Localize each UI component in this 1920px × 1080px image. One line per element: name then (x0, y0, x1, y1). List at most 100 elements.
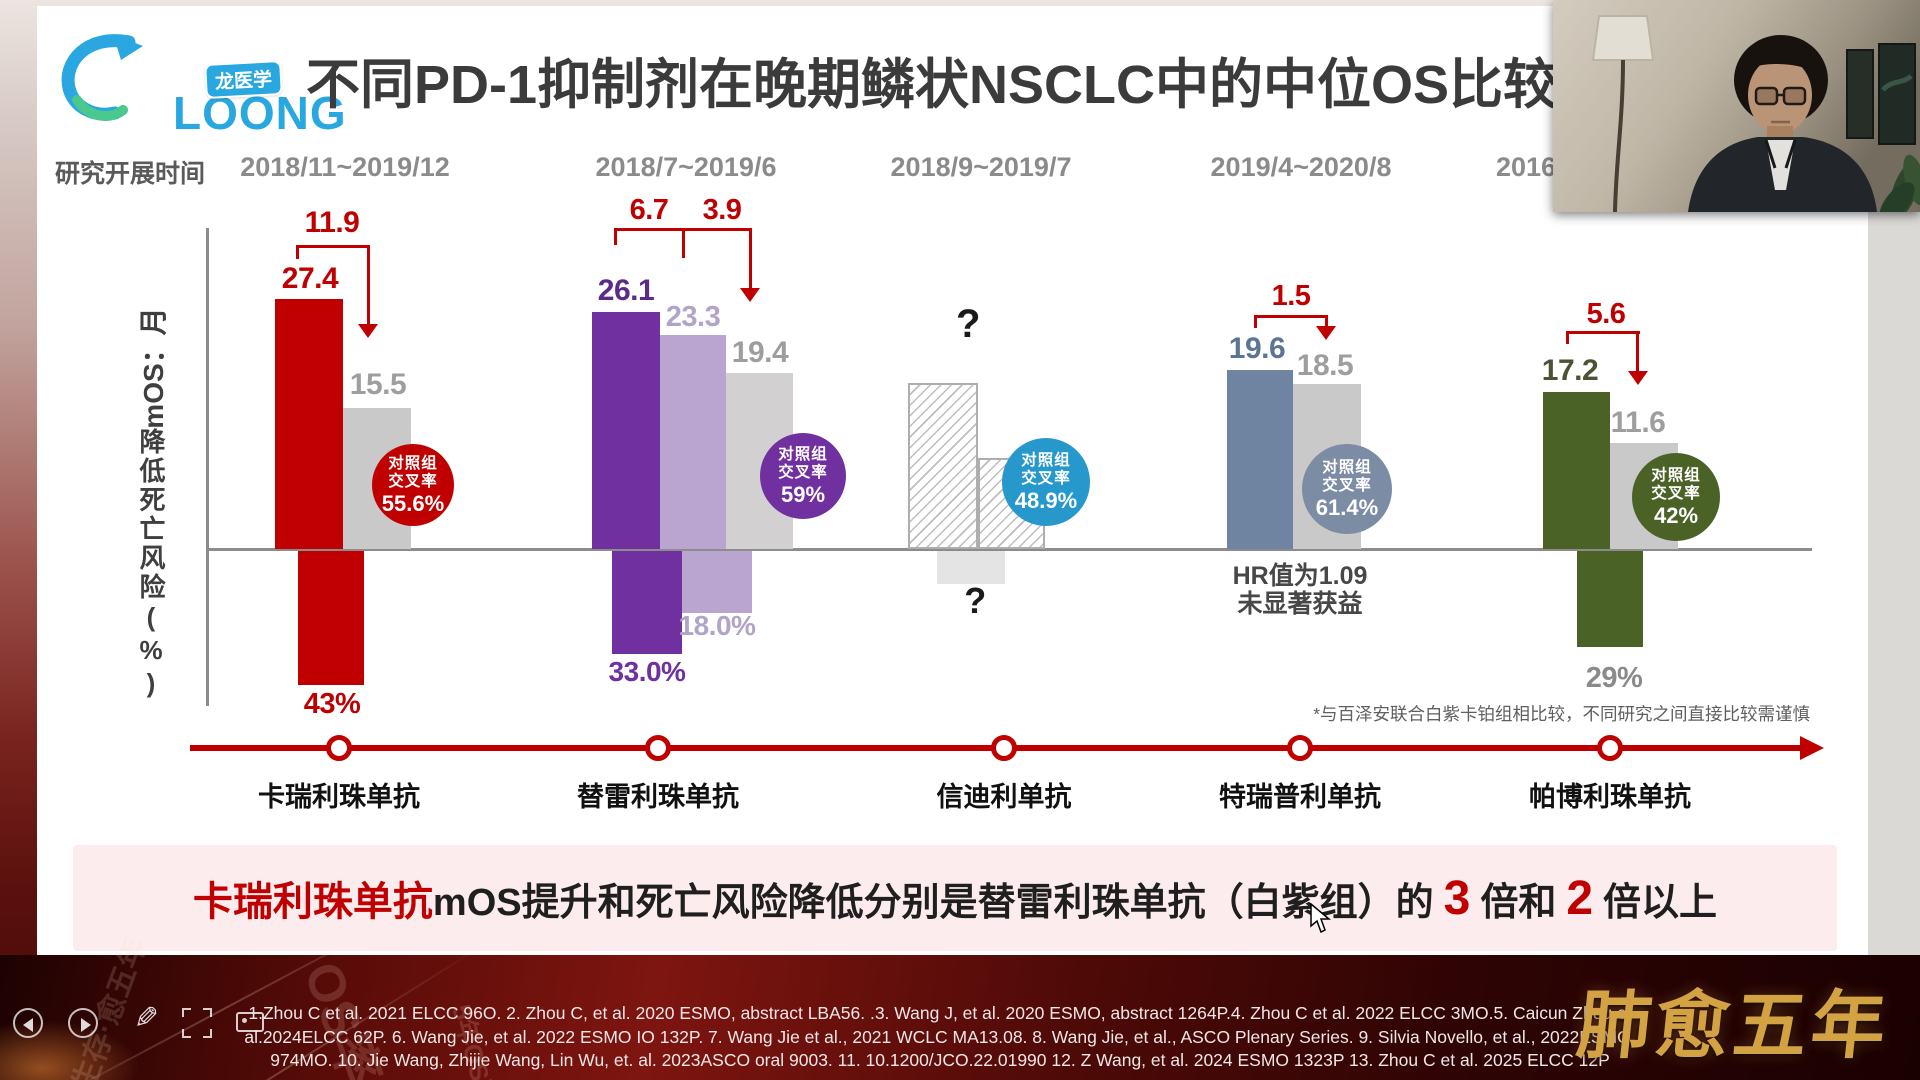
page-title: 不同PD-1抑制剂在晚期鳞状NSCLC中的中位OS比较 (306, 55, 1558, 115)
g2-delta2-label: 3.9 (702, 194, 742, 226)
dragon-icon (61, 34, 143, 121)
person-shirt (1766, 140, 1795, 190)
g4-bracket-tick (1254, 315, 1257, 328)
play-icon (81, 1018, 91, 1032)
drug-label-tislelizumab: 替雷利珠单抗 (577, 782, 739, 812)
g4-control-value: 18.5 (1296, 349, 1354, 382)
g1-control-value: 15.5 (349, 368, 407, 401)
banner-multiplier-1: 3 (1443, 871, 1471, 925)
period-tislelizumab: 2018/7~2019/6 (595, 152, 777, 182)
play-button[interactable] (68, 1008, 98, 1038)
banner-text-3: 倍以上 (1603, 881, 1718, 924)
g2-delta1-label: 6.7 (629, 194, 669, 226)
g2-arrow-stem (749, 228, 752, 290)
g4-crossover-value: 61.4% (1315, 494, 1379, 520)
g4-delta-label: 1.5 (1271, 280, 1311, 312)
gold-calligraphy-watermark: 肺愈五年 (1572, 986, 1894, 1068)
references-block: 1.Zhou C et al. 2021 ELCC 96O. 2. Zhou C… (170, 1002, 1710, 1073)
g4-crossover-circle: 对照组 交叉率 61.4% (1302, 444, 1392, 534)
g2-bracket-tick1 (614, 228, 617, 245)
wall-frame-1 (1846, 49, 1874, 139)
study-period-row-label: 研究开展时间 (55, 160, 206, 188)
g4-arrow-stem (1325, 315, 1328, 327)
g2-treatment-bar (592, 312, 660, 549)
g4-treatment-bar (1227, 370, 1293, 549)
fullscreen-icon-tr (203, 1008, 212, 1017)
skip-back-button[interactable] (13, 1008, 43, 1038)
g5-arrow-stem (1636, 331, 1639, 373)
g5-bracket (1566, 331, 1640, 334)
banner-drug-name: 卡瑞利珠单抗 (192, 880, 433, 924)
g2-crossover-circle: 对照组 交叉率 59% (760, 433, 846, 519)
g5-treatment-value: 17.2 (1541, 354, 1599, 387)
screen-share-icon-dot (242, 1018, 247, 1023)
g5-risk-value: 29% (1585, 662, 1643, 694)
lamp-shade (1591, 15, 1655, 61)
g3-question-bottom: ? (964, 580, 986, 621)
g2-treatment-value: 26.1 (597, 274, 655, 307)
g2-mid-bar (660, 335, 726, 549)
g2-risk-value1: 33.0% (608, 656, 686, 687)
g4-hr-note-line1: HR值为1.09 (1232, 562, 1368, 590)
g5-delta-label: 5.6 (1586, 298, 1626, 330)
y-axis-line (206, 228, 209, 706)
drug-label-toripalimab: 特瑞普利单抗 (1219, 782, 1381, 812)
g5-treatment-bar (1543, 392, 1610, 549)
screen-share-button[interactable] (236, 1012, 264, 1032)
g3-treatment-bar-hatched (908, 383, 978, 549)
g1-bracket (296, 245, 370, 248)
mouse-cursor (1310, 902, 1332, 938)
conclusion-banner: 卡瑞利珠单抗 mOS提升和死亡风险降低分别是替雷利珠单抗（白紫组）的 3 倍和 … (73, 845, 1837, 951)
g2-arrowhead (740, 288, 760, 302)
g4-crossover-line2: 交叉率 (1322, 476, 1372, 494)
g2-risk-bar2 (682, 551, 752, 613)
g1-arrowhead (358, 324, 378, 338)
g5-crossover-line2: 交叉率 (1651, 484, 1701, 502)
fullscreen-icon-br (203, 1029, 212, 1038)
g2-bracket-tick2 (682, 228, 685, 258)
g3-risk-bar (937, 551, 1005, 584)
pen-button[interactable]: ✎ (128, 1004, 161, 1030)
g1-treatment-value: 27.4 (281, 262, 339, 295)
g3-crossover-line1: 对照组 (1021, 451, 1071, 469)
fullscreen-button[interactable] (182, 1008, 212, 1038)
timeline-node-tislelizumab (645, 735, 671, 761)
g2-crossover-line1: 对照组 (778, 445, 828, 463)
x-baseline (206, 548, 1812, 551)
g5-risk-bar (1577, 551, 1643, 647)
reference-line-2: al.2024ELCC 62P. 6. Wang Jie, et al. 202… (244, 1026, 1636, 1047)
drug-label-sintilimab: 信迪利单抗 (936, 782, 1072, 812)
banner-text: mOS提升和死亡风险降低分别是替雷利珠单抗（白紫组）的 (432, 881, 1434, 924)
g2-mid-value: 23.3 (665, 301, 721, 333)
g3-crossover-circle: 对照组 交叉率 48.9% (1002, 438, 1090, 526)
period-pembrolizumab: 2016 (1496, 152, 1557, 182)
g2-crossover-value: 59% (780, 481, 826, 507)
g3-crossover-value: 48.9% (1014, 487, 1078, 513)
g1-crossover-circle: 对照组 交叉率 55.6% (372, 444, 454, 526)
g1-treatment-bar (275, 299, 343, 549)
logo-badge: 龙医学 (204, 60, 283, 99)
g5-bracket-tick (1566, 331, 1569, 344)
period-toripalimab: 2019/4~2020/8 (1210, 152, 1392, 182)
player-bottom-bar (0, 955, 1920, 1080)
g5-arrowhead (1628, 371, 1648, 385)
g5-crossover-value: 42% (1653, 502, 1699, 528)
g4-bracket (1254, 315, 1328, 318)
reference-line-3: 974MO. 10. Jie Wang, Zhijie Wang, Lin Wu… (270, 1050, 1610, 1070)
drug-label-pembrolizumab: 帕博利珠单抗 (1529, 782, 1691, 812)
g3-crossover-line2: 交叉率 (1021, 469, 1071, 487)
webcam-video[interactable] (1553, 0, 1920, 212)
g4-hr-note-line2: 未显著获益 (1237, 590, 1363, 618)
timeline-node-toripalimab (1287, 735, 1313, 761)
g2-risk-value2: 18.0% (678, 610, 756, 641)
g5-crossover-circle: 对照组 交叉率 42% (1632, 453, 1720, 541)
plant-leaves (1879, 154, 1920, 212)
g1-crossover-line1: 对照组 (388, 454, 438, 472)
loong-logo: LOONG 龙医学 (55, 28, 346, 139)
y-axis-label-risk: 降低死亡风险(%) (136, 428, 166, 701)
timeline-node-camrelizumab (326, 735, 352, 761)
skip-back-icon (23, 1018, 33, 1032)
timeline-arrowhead (1800, 736, 1824, 760)
g1-crossover-line2: 交叉率 (388, 472, 438, 490)
